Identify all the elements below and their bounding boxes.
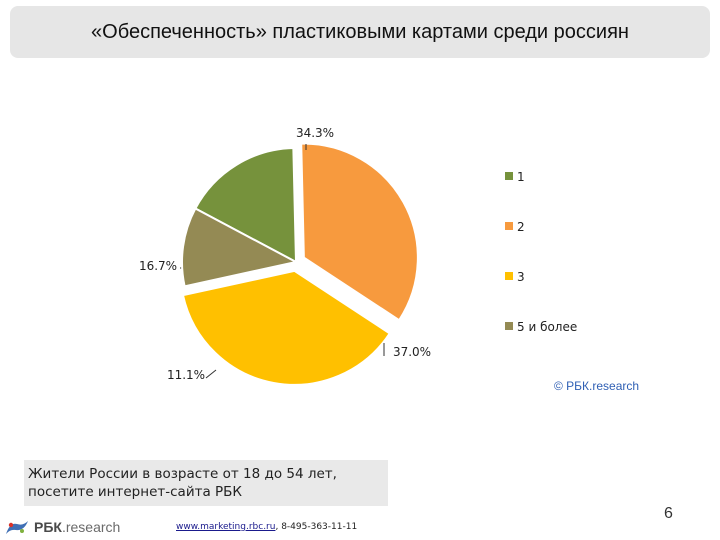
legend-label-2: 2 [517,220,525,234]
pie-slice-3 [181,269,392,386]
footer-contacts: www.marketing.rbc.ru, 8-495-363-11-11 [176,522,357,532]
pie-slice-1 [193,147,298,264]
sample-note-box: Жители России в возрасте от 18 до 54 лет… [24,460,388,506]
leader-line-4 [205,369,217,379]
legend-label-3: 3 [517,270,525,284]
pie-slice-4 [181,207,299,288]
copyright-text: © РБК.research [554,379,640,393]
legend-swatch-4 [505,322,513,330]
page-title: «Обеспеченность» пластиковыми картами ср… [91,20,629,43]
data-label-1: 16.7% [139,259,177,273]
legend-label-1: 1 [517,170,525,184]
sample-note-text: Жители России в возрасте от 18 до 54 лет… [28,466,337,500]
data-label-4: 11.1% [167,368,205,382]
phone-text: , 8-495-363-11-11 [275,522,358,532]
title-bar: «Обеспеченность» пластиковыми картами ср… [10,6,710,58]
rbc-logo: РБК.research [4,516,120,538]
data-label-2: 34.3% [296,126,334,140]
data-label-3: 37.0% [393,345,431,359]
rbc-logo-icon [6,521,28,534]
rbc-logo-text: РБК.research [34,519,121,535]
pie-slice-2 [300,142,419,322]
legend-label-4: 5 и более [517,320,577,334]
legend-swatch-1 [505,172,513,180]
legend-swatch-2 [505,222,513,230]
page-number: 6 [664,505,673,522]
legend-swatch-3 [505,272,513,280]
website-link[interactable]: www.marketing.rbc.ru [176,522,276,532]
